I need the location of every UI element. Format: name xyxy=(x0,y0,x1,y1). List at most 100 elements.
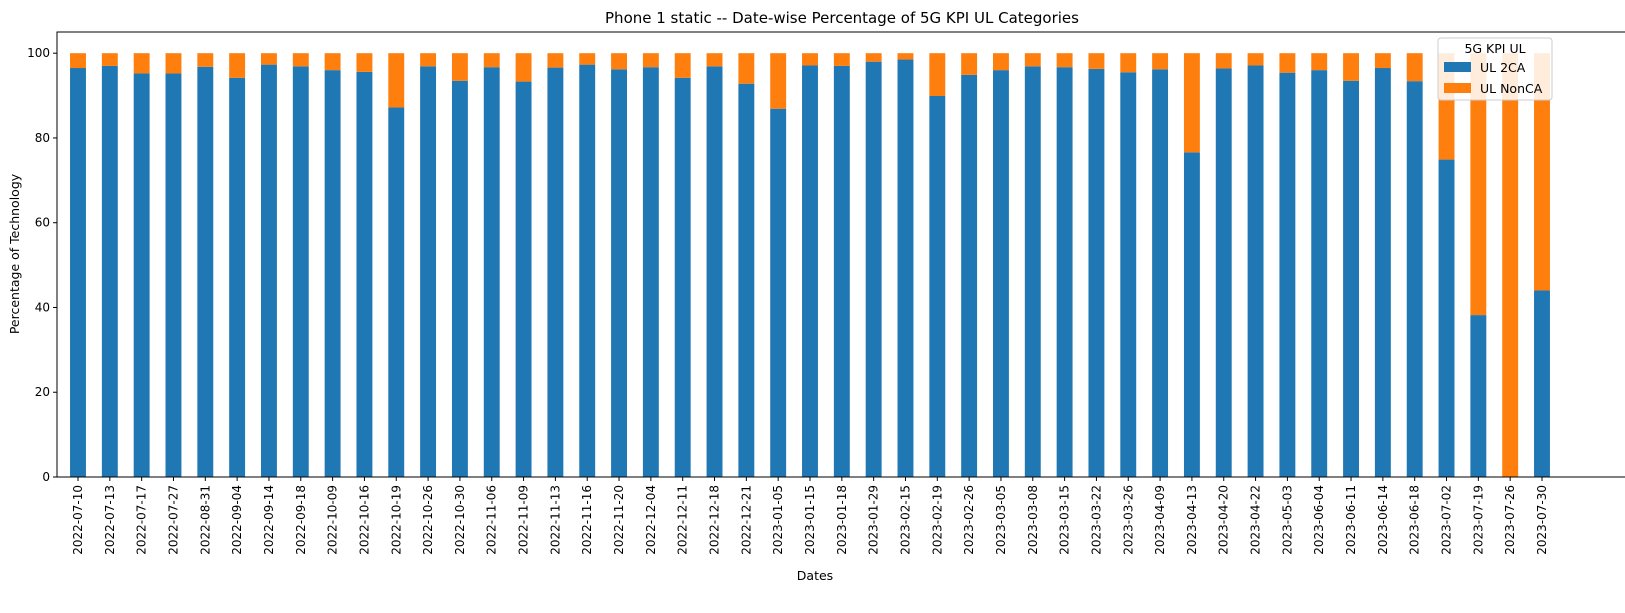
legend-title: 5G KPI UL xyxy=(1464,41,1525,56)
legend-swatch-ul-nonca xyxy=(1444,83,1471,93)
bar-ul-nonca-2023-07-30 xyxy=(1534,53,1550,291)
x-tick-label: 2022-09-04 xyxy=(230,485,244,555)
bar-ul-nonca-2023-03-26 xyxy=(1120,53,1137,73)
bar-ul-nonca-2023-07-19 xyxy=(1470,53,1487,316)
x-tick-label: 2023-01-05 xyxy=(771,485,785,555)
bar-ul-2ca-2022-09-14 xyxy=(261,64,277,477)
bar-ul-nonca-2023-02-26 xyxy=(961,53,978,75)
x-tick-label: 2022-11-06 xyxy=(485,485,499,555)
bar-ul-nonca-2023-06-18 xyxy=(1406,53,1423,82)
x-tick-label: 2023-03-26 xyxy=(1121,485,1135,555)
bar-ul-nonca-2023-03-15 xyxy=(1056,53,1073,68)
bar-ul-2ca-2023-07-19 xyxy=(1470,315,1487,477)
x-tick-label: 2023-07-02 xyxy=(1440,485,1454,555)
x-tick-label: 2023-07-30 xyxy=(1535,485,1549,555)
bar-ul-nonca-2023-03-05 xyxy=(993,53,1009,71)
x-tick-label: 2023-01-18 xyxy=(835,485,849,555)
bar-ul-nonca-2023-02-19 xyxy=(929,53,946,96)
bar-ul-2ca-2022-12-21 xyxy=(738,83,755,477)
x-tick-label: 2022-12-21 xyxy=(739,485,753,555)
x-tick-label: 2023-03-05 xyxy=(994,485,1008,555)
x-tick-label: 2023-04-20 xyxy=(1217,485,1231,555)
x-tick-label: 2022-11-09 xyxy=(517,485,531,555)
bar-ul-nonca-2022-07-17 xyxy=(133,53,150,74)
bar-ul-nonca-2022-11-06 xyxy=(483,53,500,68)
bar-ul-2ca-2022-12-11 xyxy=(674,77,691,478)
bar-ul-2ca-2023-03-15 xyxy=(1056,67,1073,478)
x-tick-label: 2023-01-29 xyxy=(867,485,881,555)
bar-ul-nonca-2022-09-18 xyxy=(292,53,309,67)
x-tick-label: 2022-12-11 xyxy=(676,485,690,555)
y-axis-label: Percentage of Technology xyxy=(7,173,22,334)
bar-ul-nonca-2023-01-18 xyxy=(833,53,850,66)
bar-ul-2ca-2022-10-09 xyxy=(324,70,341,477)
x-tick-label: 2022-11-16 xyxy=(580,485,594,555)
x-tick-label: 2023-06-14 xyxy=(1376,485,1390,555)
bar-ul-2ca-2022-11-20 xyxy=(611,69,627,478)
bar-ul-2ca-2023-04-09 xyxy=(1152,69,1169,478)
x-tick-label: 2023-03-08 xyxy=(1026,485,1040,555)
bar-ul-2ca-2023-03-22 xyxy=(1088,68,1105,478)
x-tick-label: 2022-10-09 xyxy=(326,485,340,555)
y-tick-label: 40 xyxy=(35,300,50,314)
bar-ul-2ca-2023-04-22 xyxy=(1247,65,1264,477)
x-tick-label: 2022-10-30 xyxy=(453,485,467,555)
bar-ul-nonca-2022-12-11 xyxy=(674,53,691,78)
x-axis-ticks: 2022-07-10 2022-07-13 2022-07-17 2022-07-27… xyxy=(71,477,1549,555)
bar-ul-nonca-2023-04-09 xyxy=(1152,53,1169,70)
bar-ul-nonca-2023-06-11 xyxy=(1343,53,1359,81)
bar-ul-nonca-2022-10-30 xyxy=(451,53,468,81)
bar-ul-2ca-2023-03-08 xyxy=(1024,66,1041,477)
bar-ul-nonca-2023-01-15 xyxy=(802,53,818,66)
bar-ul-nonca-2023-06-04 xyxy=(1311,53,1328,71)
bar-ul-2ca-2022-10-30 xyxy=(451,80,468,478)
bar-ul-nonca-2022-11-09 xyxy=(515,53,532,82)
bar-ul-nonca-2022-10-19 xyxy=(388,53,405,108)
bar-ul-2ca-2022-10-26 xyxy=(420,66,437,477)
bar-ul-2ca-2022-07-13 xyxy=(101,65,118,478)
x-axis-label: Dates xyxy=(797,568,833,583)
bar-ul-2ca-2022-11-06 xyxy=(483,67,500,478)
x-tick-label: 2022-11-13 xyxy=(548,485,562,555)
bar-ul-nonca-2023-04-22 xyxy=(1247,53,1264,66)
x-tick-label: 2023-06-04 xyxy=(1312,485,1326,555)
bar-ul-nonca-2022-07-10 xyxy=(70,53,86,69)
bar-ul-2ca-2022-12-18 xyxy=(706,66,723,477)
bar-ul-nonca-2022-09-14 xyxy=(261,53,277,65)
x-tick-label: 2022-07-13 xyxy=(103,485,117,555)
bar-ul-2ca-2023-03-26 xyxy=(1120,72,1137,477)
bar-ul-2ca-2022-11-09 xyxy=(515,81,532,477)
bar-ul-2ca-2022-10-16 xyxy=(356,71,373,477)
x-tick-label: 2022-07-27 xyxy=(166,485,180,555)
bar-ul-nonca-2022-07-27 xyxy=(165,53,182,74)
bar-ul-nonca-2022-11-16 xyxy=(579,53,596,65)
bar-ul-nonca-2023-03-22 xyxy=(1088,53,1105,69)
x-tick-label: 2022-12-18 xyxy=(708,485,722,555)
x-tick-label: 2023-02-19 xyxy=(930,485,944,555)
x-tick-label: 2022-07-10 xyxy=(71,485,85,555)
bar-ul-2ca-2023-07-02 xyxy=(1438,159,1455,477)
x-tick-label: 2022-09-18 xyxy=(294,485,308,555)
x-tick-label: 2022-07-17 xyxy=(135,485,149,555)
bar-ul-2ca-2022-08-31 xyxy=(197,66,214,477)
bar-ul-2ca-2022-07-27 xyxy=(165,73,182,477)
bar-ul-nonca-2023-03-08 xyxy=(1024,53,1041,67)
x-tick-label: 2023-03-15 xyxy=(1058,485,1072,555)
y-tick-label: 60 xyxy=(35,216,50,230)
chart-title: Phone 1 static -- Date-wise Percentage o… xyxy=(605,9,1079,27)
x-tick-label: 2023-02-15 xyxy=(898,485,912,555)
bar-ul-nonca-2023-05-03 xyxy=(1279,53,1296,73)
bar-ul-nonca-2022-10-26 xyxy=(420,53,437,67)
bar-ul-nonca-2022-11-20 xyxy=(611,53,627,70)
bar-ul-2ca-2023-01-29 xyxy=(865,61,882,478)
bar-ul-nonca-2022-08-31 xyxy=(197,53,214,67)
bar-ul-2ca-2023-06-04 xyxy=(1311,70,1328,477)
y-axis-ticks: 0 20 40 60 80 100 xyxy=(27,46,57,484)
x-tick-label: 2023-03-22 xyxy=(1089,485,1103,555)
legend: 5G KPI UL UL 2CA UL NonCA xyxy=(1437,37,1553,101)
y-tick-label: 0 xyxy=(42,470,50,484)
bar-ul-nonca-2022-07-13 xyxy=(101,53,118,66)
bar-ul-nonca-2022-10-16 xyxy=(356,53,373,72)
x-tick-label: 2022-10-26 xyxy=(421,485,435,555)
